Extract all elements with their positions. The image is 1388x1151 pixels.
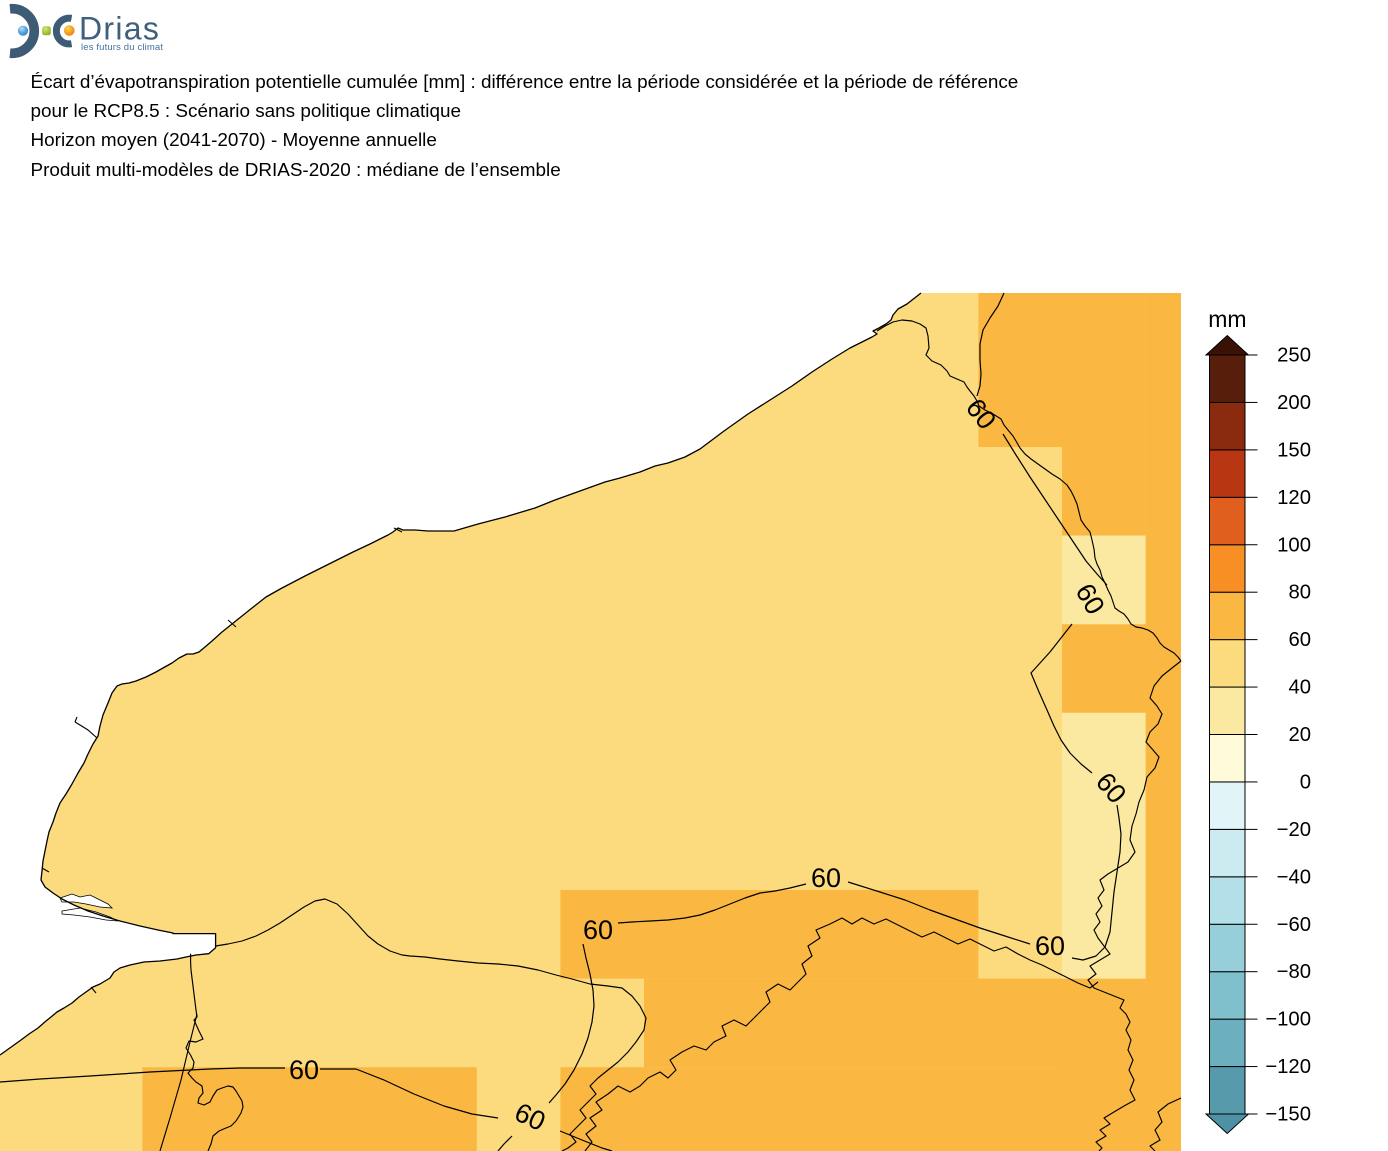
svg-text:−20: −20 [1277,819,1311,841]
svg-text:−80: −80 [1277,961,1311,983]
svg-text:100: 100 [1277,534,1311,556]
svg-text:20: 20 [1288,724,1311,746]
svg-text:250: 250 [1277,345,1311,367]
svg-text:120: 120 [1277,487,1311,509]
svg-text:les futurs du climat: les futurs du climat [81,42,163,53]
svg-text:−60: −60 [1277,914,1311,936]
svg-text:40: 40 [1288,677,1311,699]
svg-text:60: 60 [811,863,841,893]
svg-text:60: 60 [1288,629,1311,651]
svg-text:−100: −100 [1265,1009,1311,1031]
svg-text:200: 200 [1277,392,1311,414]
svg-text:60: 60 [1035,931,1065,961]
svg-text:Drias: Drias [79,11,160,47]
svg-text:−120: −120 [1265,1056,1311,1078]
svg-text:80: 80 [1288,582,1311,604]
svg-text:60: 60 [583,915,613,945]
svg-text:150: 150 [1277,439,1311,461]
svg-text:−40: −40 [1277,866,1311,888]
svg-text:60: 60 [289,1055,319,1085]
svg-text:mm: mm [1208,306,1246,332]
svg-text:−150: −150 [1265,1104,1311,1126]
svg-text:0: 0 [1300,771,1311,793]
